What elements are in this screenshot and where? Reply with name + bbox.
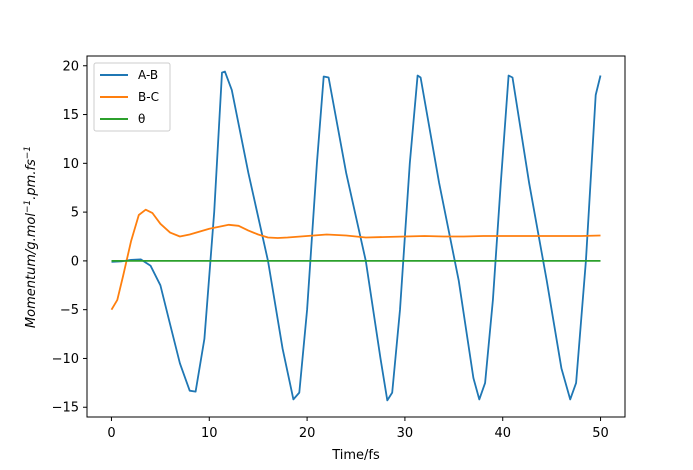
y-tick-label: −5 xyxy=(60,303,79,318)
y-axis-title-sup1: −1 xyxy=(23,200,33,213)
y-tick-label: 15 xyxy=(62,108,79,123)
y-axis-title: Momentum/g.mol−1.pm.fs−1 xyxy=(23,146,39,328)
y-tick-label: 5 xyxy=(71,206,79,221)
legend-box xyxy=(93,62,171,132)
x-tick-label: 40 xyxy=(494,426,511,441)
y-tick-label: 0 xyxy=(71,254,79,269)
series-line-0 xyxy=(111,70,602,402)
y-axis-title-mid: .pm.fs xyxy=(24,159,39,200)
y-axis: −15 −10 −5 0 5 10 15 20 xyxy=(52,59,87,416)
y-tick-label: 10 xyxy=(62,157,79,172)
legend: A-B B-C θ xyxy=(93,62,171,132)
legend-label-theta: θ xyxy=(138,112,145,126)
x-tick-label: 10 xyxy=(201,426,218,441)
series-layer xyxy=(110,70,602,402)
y-tick-label: 20 xyxy=(62,59,79,74)
legend-label-a-b: A-B xyxy=(138,68,158,82)
y-tick-label: −10 xyxy=(52,352,79,367)
plot-frame xyxy=(86,55,626,418)
x-tick-label: 50 xyxy=(592,426,609,441)
y-axis-title-sup2: −1 xyxy=(23,146,33,159)
x-tick-label: 30 xyxy=(397,426,414,441)
y-axis-title-main: Momentum/g.mol xyxy=(24,213,39,328)
x-tick-label: 0 xyxy=(107,426,115,441)
x-axis: 0 10 20 30 40 50 xyxy=(107,417,609,441)
legend-label-b-c: B-C xyxy=(138,90,159,104)
y-tick-label: −15 xyxy=(52,401,79,416)
x-tick-label: 20 xyxy=(299,426,316,441)
series-line-1 xyxy=(110,208,601,311)
x-axis-title: Time/fs xyxy=(331,448,380,463)
